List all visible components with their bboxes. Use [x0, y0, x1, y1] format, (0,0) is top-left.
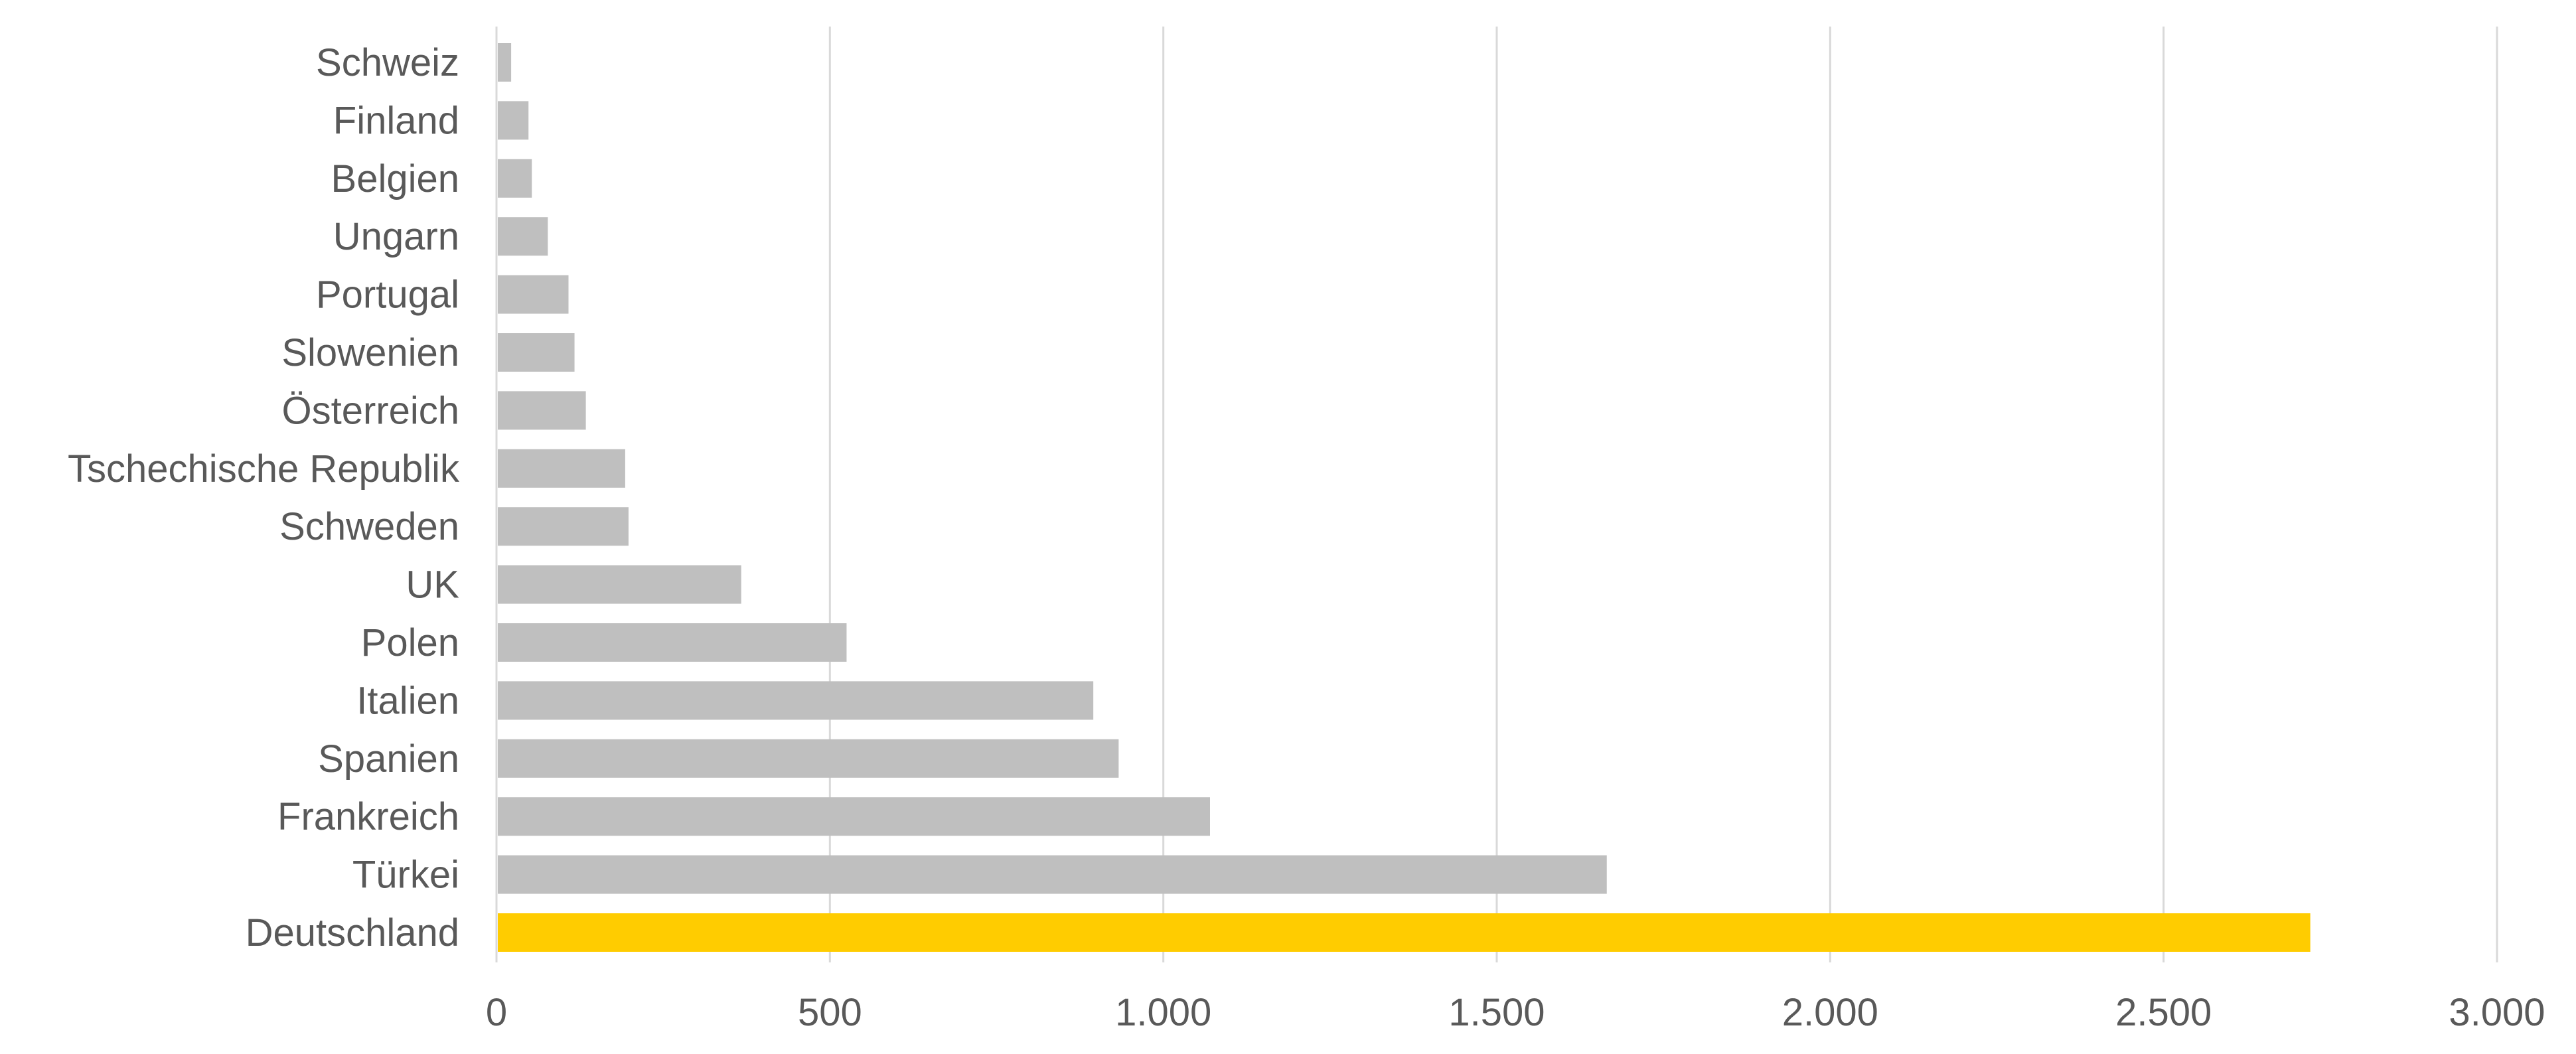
bar: [498, 43, 512, 82]
category-label: Deutschland: [246, 911, 459, 954]
x-tick-label: 0: [486, 991, 507, 1034]
category-label: Ungarn: [333, 215, 459, 258]
bar: [498, 681, 1094, 720]
x-tick-label: 500: [798, 991, 862, 1034]
bar: [498, 159, 532, 198]
bars: [498, 43, 2311, 952]
bar: [498, 565, 741, 604]
category-label: Italien: [356, 679, 459, 722]
x-tick-label: 1.500: [1448, 991, 1545, 1034]
bar: [498, 913, 2311, 952]
category-label: Frankreich: [277, 795, 459, 838]
x-tick-label: 1.000: [1115, 991, 1211, 1034]
bar: [498, 855, 1607, 894]
bar: [498, 101, 529, 140]
x-tick-label: 2.500: [2115, 991, 2212, 1034]
category-label: Schweiz: [316, 41, 459, 84]
category-label: Slowenien: [281, 331, 459, 374]
category-label: Portugal: [316, 273, 459, 317]
bar: [498, 449, 625, 488]
bar: [498, 333, 575, 372]
bar: [498, 739, 1119, 778]
bar: [498, 391, 586, 430]
x-tick-label: 3.000: [2449, 991, 2545, 1034]
bar: [498, 275, 569, 314]
category-label: Schweden: [279, 505, 459, 548]
bar: [498, 507, 629, 546]
bar: [498, 623, 847, 662]
x-tick-label: 2.000: [1782, 991, 1878, 1034]
category-labels: Schweiz Finland Belgien Ungarn Portugal Slowe…: [68, 41, 460, 954]
category-label: Türkei: [352, 854, 459, 897]
category-label: UK: [406, 564, 459, 607]
bar: [498, 217, 548, 256]
bar: [498, 797, 1210, 836]
category-label: Belgien: [331, 157, 459, 200]
category-label: Finland: [333, 99, 459, 142]
x-axis-tick-labels: 0 500 1.000 1.500 2.000 2.500 3.000: [486, 991, 2545, 1034]
category-label: Tschechische Republik: [68, 447, 460, 490]
category-label: Polen: [361, 621, 459, 664]
category-label: Österreich: [281, 389, 459, 432]
category-label: Spanien: [318, 737, 459, 781]
